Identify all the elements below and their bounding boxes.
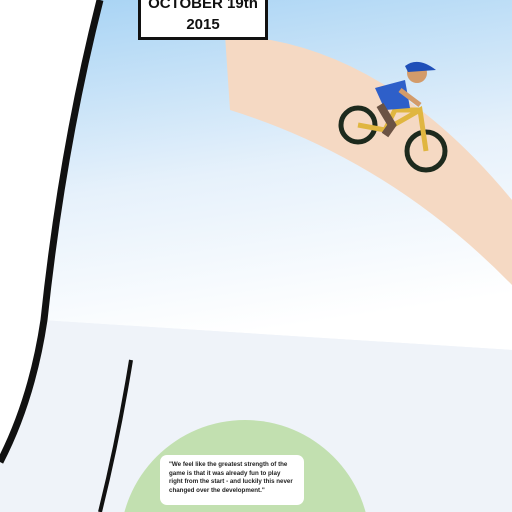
quote-line: changed over the development."	[169, 486, 265, 494]
date-line: OCTOBER 19th	[148, 0, 258, 12]
white-panel	[0, 0, 100, 460]
rider	[338, 61, 448, 173]
quote-line: "We feel like the greatest strength of t…	[169, 461, 288, 468]
quote-line: game is that it was already fun to play	[169, 469, 281, 477]
quote-line: right from the start - and luckily this …	[169, 478, 293, 485]
date-year: 2015	[186, 16, 220, 33]
edge-stroke	[98, 359, 133, 512]
date-box: OCTOBER 19th 2015	[138, 0, 268, 40]
quote-box: "We feel like the greatest strength of t…	[160, 455, 304, 505]
track	[225, 35, 512, 285]
edge-stroke	[0, 0, 104, 464]
